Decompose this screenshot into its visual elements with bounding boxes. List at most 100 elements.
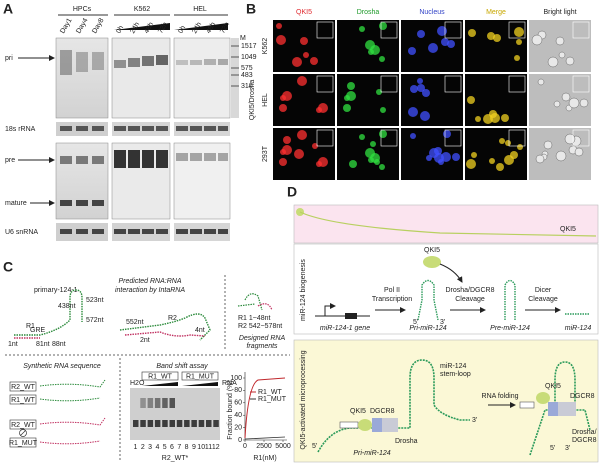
inset bbox=[316, 75, 334, 93]
axis-title: R1(nM) bbox=[253, 455, 276, 462]
blot-bands-part bbox=[114, 150, 126, 168]
pri-mirna bbox=[417, 279, 439, 321]
blot-bands-part bbox=[176, 126, 188, 131]
gel-band bbox=[198, 420, 205, 427]
blot-bands-part bbox=[190, 60, 202, 65]
band-label: QKI5 bbox=[560, 226, 576, 233]
drosha bbox=[382, 418, 398, 432]
cell bbox=[555, 36, 565, 46]
gel-band bbox=[154, 420, 161, 427]
cell bbox=[564, 133, 576, 145]
cell bbox=[561, 92, 571, 102]
section-label: QKI5-activated microprocessing bbox=[300, 350, 307, 449]
y-tick-label: 60 bbox=[234, 400, 242, 407]
structure-label: 1nt bbox=[8, 341, 18, 348]
step-label: Drosha/DGCR8 bbox=[445, 287, 494, 294]
row-label: R2_WT bbox=[11, 422, 35, 429]
y-tick-label: 0 bbox=[238, 437, 242, 444]
side-label: QKI5/Drosha bbox=[249, 80, 256, 121]
gel-band bbox=[213, 420, 219, 427]
cell bbox=[312, 143, 318, 149]
gel-band bbox=[162, 420, 168, 427]
blot-bands-part bbox=[190, 126, 202, 131]
column-label: Nucleus bbox=[419, 9, 445, 16]
synthetic-rows-part bbox=[20, 430, 26, 436]
cell bbox=[514, 27, 524, 37]
structure-label: R1 bbox=[26, 323, 35, 330]
row-label: HEL bbox=[262, 93, 269, 107]
x-tick-label: 5000 bbox=[275, 443, 291, 450]
cell bbox=[496, 163, 504, 171]
gel bbox=[130, 388, 220, 440]
cell bbox=[379, 22, 387, 30]
cell bbox=[374, 159, 380, 165]
inset bbox=[444, 75, 462, 93]
gre-site bbox=[519, 401, 535, 409]
cell bbox=[514, 55, 520, 61]
protein-label: QKI5 bbox=[424, 247, 440, 254]
cell bbox=[466, 159, 476, 169]
cell bbox=[505, 140, 511, 146]
cell bbox=[297, 130, 307, 140]
panel-label: C bbox=[3, 259, 13, 275]
pri-mirna bbox=[529, 361, 591, 456]
x-tick-label: 0 bbox=[243, 443, 247, 450]
cell bbox=[283, 136, 291, 144]
size-label: 1517 bbox=[241, 43, 257, 50]
dgcr8 bbox=[548, 402, 558, 416]
time-wedge bbox=[114, 23, 170, 30]
synthetic-rows-part bbox=[39, 379, 106, 402]
lane-label: Day4 bbox=[75, 17, 89, 35]
lane-label: 24h bbox=[129, 21, 141, 35]
y-tick-label: 40 bbox=[234, 412, 242, 419]
construct-label: primary-124-1 bbox=[34, 287, 78, 294]
size-label: 1049 bbox=[241, 54, 257, 61]
protein-label: Drosha bbox=[395, 438, 418, 445]
caption: Designed RNA bbox=[239, 335, 286, 342]
gel-band bbox=[169, 398, 175, 408]
cell bbox=[370, 45, 380, 55]
blot bbox=[55, 142, 109, 220]
cell bbox=[434, 147, 442, 155]
qki5-protein bbox=[423, 256, 441, 268]
blot-bands-part bbox=[128, 229, 140, 234]
end-label: 5' bbox=[550, 445, 555, 452]
cell bbox=[547, 56, 559, 68]
panel-label: B bbox=[246, 1, 256, 17]
gene-part bbox=[324, 303, 336, 316]
lane-label: Day8 bbox=[91, 17, 105, 35]
row-label: R1_WT bbox=[11, 397, 35, 404]
protein-label: DGCR8 bbox=[370, 408, 395, 415]
lane-number: 10 bbox=[197, 444, 205, 451]
rna-structure bbox=[119, 313, 211, 341]
cell bbox=[417, 84, 425, 92]
row-label: U6 snRNA bbox=[5, 229, 38, 236]
caption: fragments bbox=[246, 343, 278, 350]
gel-band bbox=[184, 420, 190, 427]
protein-label: QKI5 bbox=[350, 408, 366, 415]
end-label: 3' bbox=[472, 417, 477, 424]
blot-bands-part bbox=[76, 52, 88, 72]
arrow bbox=[439, 263, 463, 283]
stage-label: miR-124-1 gene bbox=[320, 325, 370, 332]
cell bbox=[471, 152, 477, 158]
gel-band bbox=[176, 420, 183, 427]
lane-label: H2O bbox=[130, 380, 145, 387]
cell bbox=[426, 155, 432, 161]
blot-bands-part bbox=[156, 229, 168, 234]
binding-plot: Fraction bound (%) R1(nM) R1_WT R1_MUT 0… bbox=[227, 372, 291, 462]
blot bbox=[173, 142, 231, 220]
lane-number: 3 bbox=[148, 444, 152, 451]
blot-bands-part bbox=[76, 229, 88, 234]
drosha bbox=[558, 402, 576, 416]
structure-label: GRE bbox=[30, 327, 46, 334]
end-label: 5' bbox=[312, 443, 317, 450]
panel-label: A bbox=[3, 1, 13, 17]
qki5-protein bbox=[536, 392, 550, 404]
cell bbox=[568, 97, 580, 109]
micrograph bbox=[401, 74, 463, 126]
structure-label: 523nt bbox=[86, 297, 104, 304]
gel-band bbox=[133, 420, 139, 427]
x-tick-label: 2500 bbox=[256, 443, 272, 450]
size-label: 575 bbox=[241, 65, 253, 72]
